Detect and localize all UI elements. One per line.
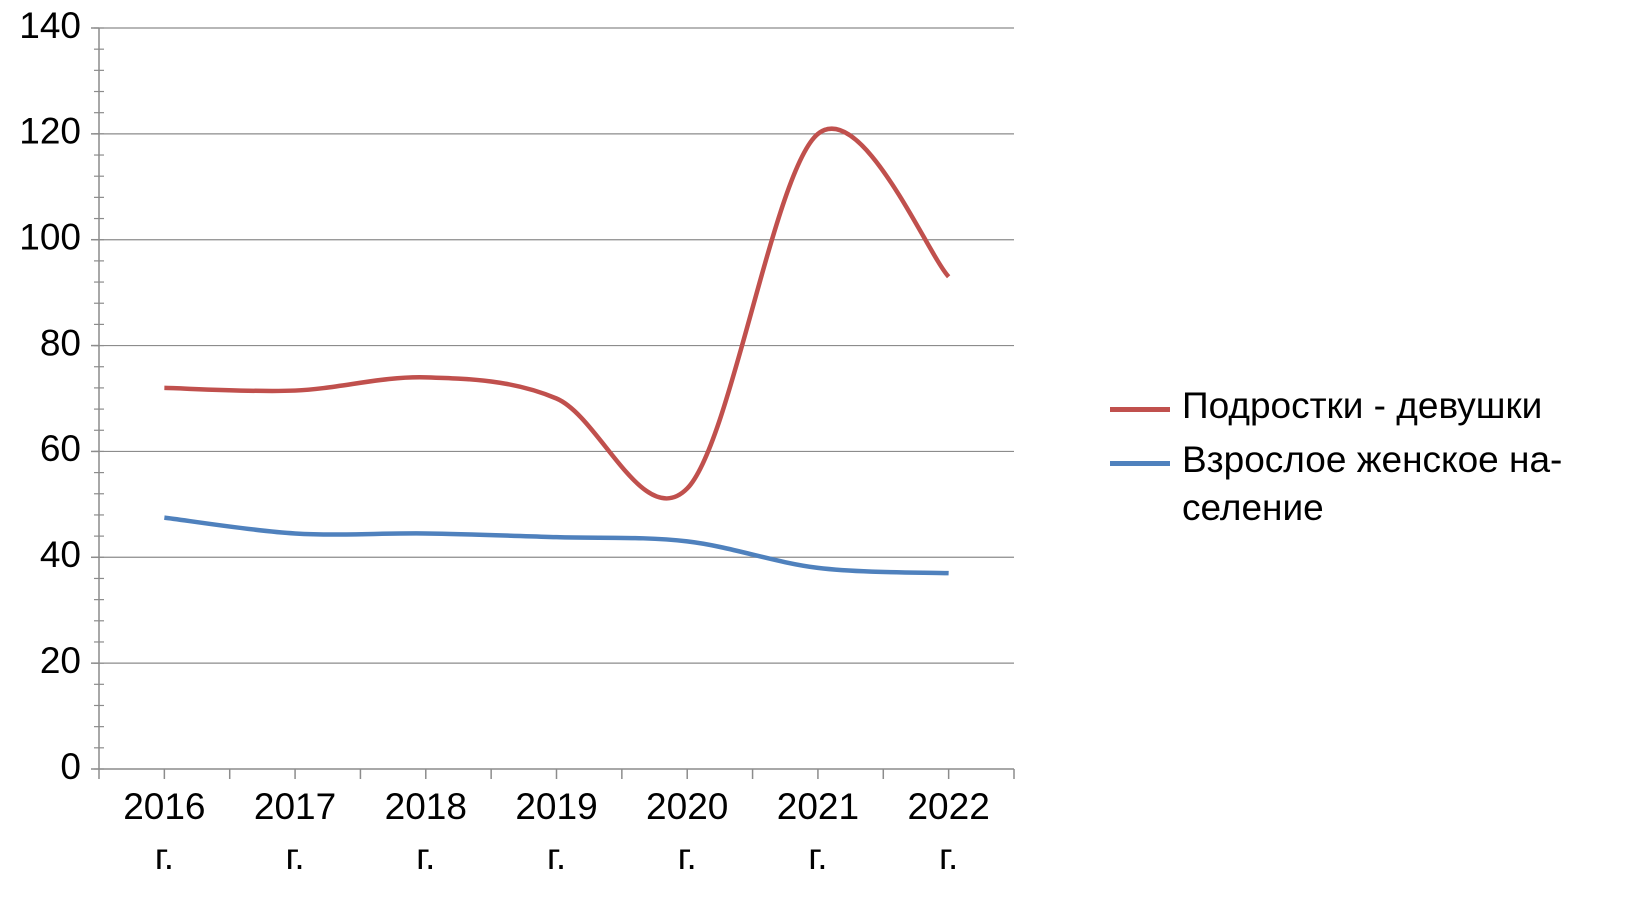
y-tick-label-140: 140 — [19, 5, 81, 46]
legend-item-series-2: Взрослое женское на-селение — [1110, 436, 1630, 532]
x-tick-label-3: 2019 г. — [515, 786, 597, 877]
y-tick-label-120: 120 — [19, 111, 81, 152]
gridlines — [99, 27, 1014, 664]
series-lines — [164, 126, 951, 576]
y-tick-label-100: 100 — [19, 216, 81, 257]
legend-label-series-2: Взрослое женское на-селение — [1182, 439, 1563, 528]
legend-swatch-series-2 — [1110, 461, 1170, 466]
series-line-2 — [164, 515, 949, 576]
y-tick-label-20: 20 — [40, 640, 81, 681]
x-tick-label-1: 2017 г. — [254, 786, 336, 877]
y-tick-label-80: 80 — [40, 322, 81, 363]
series-line-1 — [164, 126, 951, 501]
legend-item-series-1: Подростки - девушки — [1110, 382, 1630, 430]
x-tick-label-0: 2016 г. — [123, 786, 205, 877]
y-tick-label-40: 40 — [40, 534, 81, 575]
y-tick-label-60: 60 — [40, 428, 81, 469]
y-tick-label-0: 0 — [60, 746, 81, 787]
legend-label-series-1: Подростки - девушки — [1182, 385, 1543, 426]
x-tick-label-4: 2020 г. — [646, 786, 728, 877]
legend: Подростки - девушки Взрослое женское на-… — [1110, 382, 1630, 538]
x-tick-label-5: 2021 г. — [777, 786, 859, 877]
legend-swatch-series-1 — [1110, 407, 1170, 412]
x-axis-ticks: 2016 г. 2017 г. 2018 г. 2019 г. 2020 г. 2021 г. 2022… — [98, 769, 1015, 877]
y-axis-ticks: 0 20 40 60 80 100 120 140 — [19, 5, 104, 787]
x-tick-label-2: 2018 г. — [385, 786, 467, 877]
x-tick-label-6: 2022 г. — [907, 786, 989, 877]
